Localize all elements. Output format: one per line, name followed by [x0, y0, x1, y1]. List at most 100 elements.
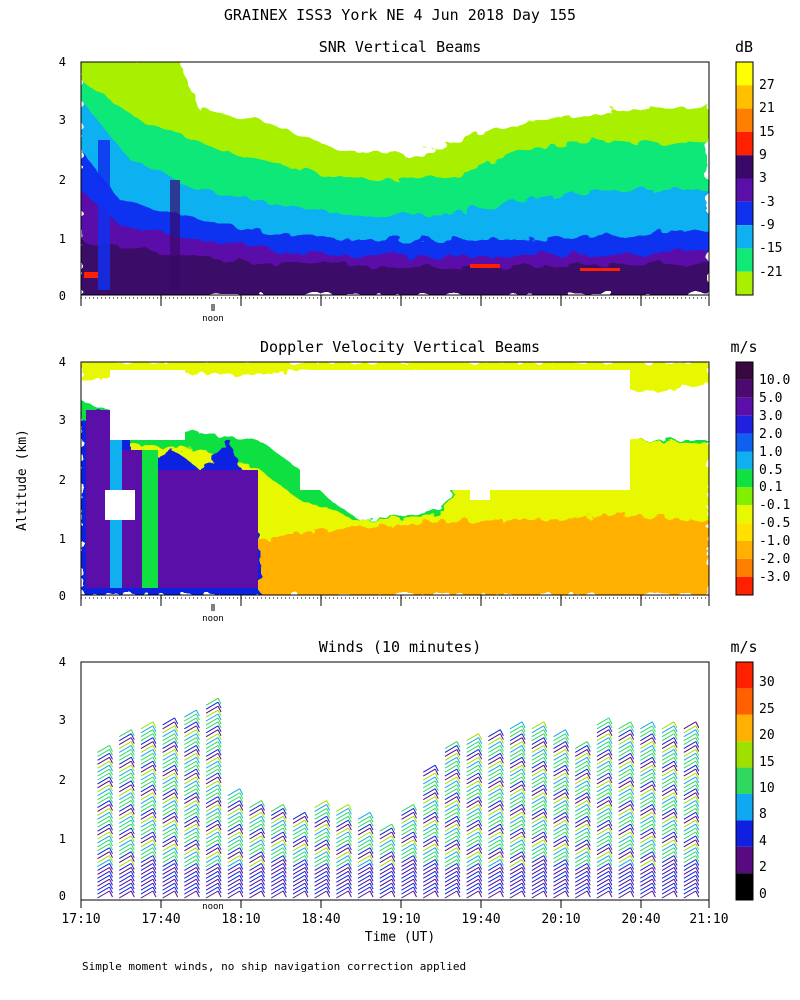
wind-barb: [422, 886, 436, 895]
wind-barb: [184, 819, 197, 828]
wind-barb: [488, 890, 501, 899]
wind-barb-flag: [456, 745, 461, 752]
wind-barb-flag: [239, 843, 244, 851]
wind-barb: [379, 863, 393, 871]
wind-barb-flag: [521, 745, 526, 752]
wind-barb-flag: [499, 882, 504, 890]
wind-barb-flag: [130, 851, 135, 858]
wind-barb-flag: [413, 875, 417, 882]
wind-barb-flag: [282, 808, 287, 815]
wind-barb-flag: [695, 800, 700, 807]
wind-barb: [205, 701, 219, 710]
wind-barb-flag: [630, 772, 635, 780]
wind-barb: [270, 804, 284, 812]
wind-barb: [531, 847, 545, 856]
wind-barb: [444, 851, 458, 860]
wind-barb: [140, 733, 154, 742]
wind-barb: [683, 886, 697, 895]
wind-barb-flag: [651, 792, 656, 799]
snr-layer-darkpurple: [81, 240, 709, 295]
snr-column-a: [98, 140, 110, 290]
wind-barb-flag: [434, 871, 439, 878]
wind-barb: [618, 831, 631, 840]
wind-barb: [97, 847, 110, 856]
wind-barb: [466, 772, 479, 781]
wind-barb-flag: [152, 741, 157, 748]
wind-barb-flag: [434, 784, 439, 792]
wind-barb-flag: [109, 886, 113, 894]
wind-barb-flag: [521, 839, 526, 847]
wind-barb-flag: [695, 749, 700, 756]
wind-barb: [553, 733, 566, 742]
wind-barb: [336, 839, 349, 848]
wind-barb: [466, 796, 479, 805]
wind-barb: [640, 788, 653, 797]
wind-barb: [466, 874, 479, 883]
wind-barb: [466, 792, 479, 801]
wind-barb: [162, 874, 175, 883]
wind-barb-flag: [130, 812, 135, 819]
wind-barb-flag: [565, 780, 569, 788]
wind-barb: [618, 878, 631, 887]
wind-barb-flag: [586, 772, 591, 780]
wind-barb: [140, 851, 154, 860]
wind-barb-flag: [673, 863, 678, 870]
wind-barb-flag: [586, 859, 591, 866]
wind-barb: [162, 717, 175, 726]
wind-barb-flag: [434, 855, 439, 862]
wind-barb: [314, 878, 327, 887]
wind-barb: [574, 890, 588, 899]
wind-barb-flag: [586, 890, 591, 898]
wind-barb-flag: [217, 717, 222, 725]
wind-barb: [531, 756, 545, 765]
wind-barb-flag: [543, 875, 548, 882]
wind-barb: [574, 745, 588, 753]
wind-barb: [205, 713, 219, 722]
wind-barb-flag: [695, 812, 700, 819]
wind-profile-3: [162, 717, 179, 899]
wind-barb-flag: [521, 804, 526, 811]
wind-barb: [531, 863, 545, 871]
wind-barb-flag: [521, 780, 526, 788]
wind-barb-flag: [651, 819, 656, 827]
wind-barb-flag: [543, 772, 548, 780]
wind-barb-flag: [608, 800, 613, 807]
wind-barb: [574, 741, 588, 749]
wind-barb: [596, 792, 610, 801]
wind-barb-flag: [347, 823, 352, 831]
wind-barb-flag: [413, 890, 417, 898]
wind-barb-flag: [347, 871, 352, 878]
snr-cb-seg-5: [736, 178, 753, 202]
wind-barb-flag: [239, 816, 244, 823]
wind-barb-flag: [326, 819, 331, 827]
wind-barb-flag: [651, 737, 656, 744]
wind-barb-flag: [543, 808, 548, 815]
wind-barb-flag: [130, 831, 135, 839]
wind-barb: [488, 851, 501, 860]
snr-cb-seg-8: [736, 248, 753, 272]
wind-barb-flag: [152, 749, 157, 756]
wind-barb: [683, 792, 697, 801]
wind-barb-flag: [109, 890, 113, 898]
wind-barb-flag: [195, 890, 200, 898]
wind-barb: [249, 804, 262, 812]
wind-barb: [553, 863, 566, 871]
wind-barb-flag: [130, 882, 135, 890]
wind-barb-flag: [651, 800, 656, 807]
wind-barb-flag: [543, 859, 548, 866]
wind-barb-flag: [217, 847, 222, 854]
wind-barb: [553, 811, 566, 820]
wind-barb: [227, 823, 241, 832]
wind-barb: [97, 878, 110, 887]
wind-barb: [140, 776, 154, 785]
wind-barb: [140, 870, 154, 879]
wind-barb: [444, 835, 458, 844]
wind-barb: [466, 807, 479, 816]
wind-barb-flag: [195, 753, 200, 760]
wind-barb: [553, 878, 566, 887]
wind-barb-flag: [282, 890, 287, 898]
wind-barb: [314, 843, 327, 852]
wind-barb-flag: [391, 831, 396, 839]
wind-barb: [574, 768, 588, 777]
wind-barb-flag: [521, 784, 526, 792]
